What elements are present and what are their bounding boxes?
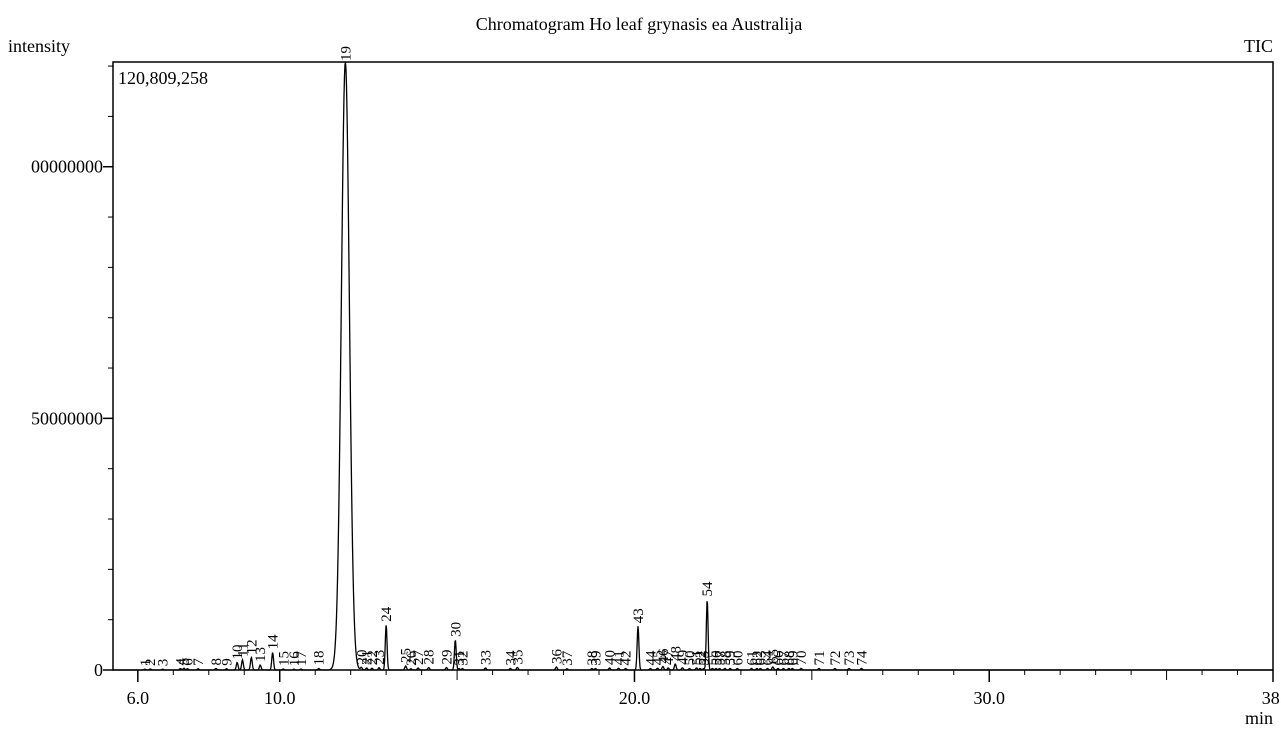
peak-label: 8: [209, 658, 225, 666]
peak-label: 5: [177, 658, 193, 666]
y-tick-label: 0: [94, 660, 103, 680]
peak-label: 71: [812, 650, 828, 665]
peak-label: 64: [760, 650, 776, 666]
peak-label: 13: [253, 647, 269, 662]
peak-label: 57: [713, 650, 729, 666]
peak-label: 49: [675, 650, 691, 665]
peak-label: 54: [700, 581, 716, 597]
peak-label: 37: [560, 650, 576, 666]
peak-label: 51: [690, 650, 706, 665]
peak-label: 21: [360, 650, 376, 665]
max-intensity-label: 120,809,258: [118, 68, 208, 88]
x-tick-label: 30.0: [973, 688, 1005, 708]
peak-label: 67: [776, 650, 792, 666]
peak-label: 55: [706, 650, 722, 665]
peak-label: 41: [612, 650, 628, 665]
peak-label: 65: [766, 649, 782, 664]
peak-label: 34: [503, 650, 519, 666]
peak-label: 70: [794, 650, 810, 665]
peak-label: 69: [785, 650, 801, 665]
peak-label: 30: [448, 622, 464, 637]
peak-label: 66: [771, 650, 787, 666]
peak-label: 50: [682, 650, 698, 665]
peak-label: 33: [478, 650, 494, 665]
plot-frame: [112, 61, 1274, 671]
peak-label: 2: [143, 658, 159, 666]
peak-label: 19: [338, 46, 354, 61]
peak-label: 23: [372, 650, 388, 665]
peak-label: 47: [661, 649, 677, 665]
peak-label: 38: [585, 650, 601, 665]
peak-label: 20: [354, 649, 370, 664]
peak-label: 58: [718, 650, 734, 665]
peak-label: 42: [619, 650, 635, 665]
x-tick-label: 6.0: [127, 688, 150, 708]
y-tick-label: 00000000: [31, 157, 103, 177]
peak-label: 40: [603, 650, 619, 665]
x-tick-label: 38.: [1262, 688, 1281, 708]
peak-label: 73: [842, 650, 858, 665]
peak-label: 48: [668, 646, 684, 661]
trace-label: TIC: [1244, 36, 1273, 56]
peak-label: 52: [693, 650, 709, 665]
peak-label: 72: [828, 650, 844, 665]
peak-label: 74: [855, 650, 871, 666]
peak-label: 45: [651, 650, 667, 665]
peak-label: 26: [404, 650, 420, 666]
x-axis-label: min: [1245, 708, 1273, 728]
peak-label: 36: [549, 648, 565, 664]
y-axis-label: intensity: [8, 36, 70, 56]
peak-label: 29: [439, 649, 455, 664]
peak-label: 22: [365, 650, 381, 665]
x-tick-label: 10.0: [264, 688, 296, 708]
peak-label: 44: [643, 650, 659, 666]
peak-label: 17: [294, 650, 310, 666]
peak-label: 61: [745, 650, 761, 665]
peak-label: 25: [399, 648, 415, 663]
peak-label: 62: [750, 650, 766, 665]
peak-label: 15: [276, 651, 292, 666]
peak-label: 24: [379, 606, 395, 622]
peak-label: 28: [422, 649, 438, 664]
peak-label: 9: [220, 658, 236, 666]
tic-trace: [113, 62, 1273, 671]
peak-label: 46: [656, 648, 672, 664]
peak-label: 18: [312, 650, 328, 665]
peak-label: 7: [191, 658, 207, 666]
peak-label: 60: [730, 650, 746, 665]
peak-label: 10: [230, 644, 246, 659]
peak-label: 12: [244, 639, 260, 654]
peak-label: 27: [411, 649, 427, 665]
peak-label: 32: [455, 650, 471, 665]
peak-label: 4: [173, 657, 189, 665]
peak-label: 53: [697, 651, 713, 666]
peak-label: 35: [510, 649, 526, 664]
peak-label: 1: [138, 659, 154, 667]
peak-label: 31: [452, 650, 468, 665]
peak-label: 43: [631, 608, 647, 623]
chart-title: Chromatogram Ho leaf grynasis ea Austral…: [476, 14, 802, 34]
peak-label: 16: [287, 651, 303, 667]
peak-label: 3: [156, 659, 172, 667]
peak-label: 59: [723, 650, 739, 665]
peak-label: 56: [709, 650, 725, 666]
x-tick-label: 20.0: [619, 688, 651, 708]
peak-label: 63: [753, 650, 769, 665]
peak-label: 39: [588, 650, 604, 665]
peak-label: 11: [235, 642, 251, 656]
peak-label: 6: [180, 658, 196, 666]
axis-ticks: 6.0 10.0 20.0 30.0 38. 0 50000000 00000000: [31, 65, 1281, 708]
peak-label: 68: [782, 650, 798, 665]
peak-label: 14: [266, 634, 282, 650]
y-tick-label: 50000000: [31, 408, 103, 428]
